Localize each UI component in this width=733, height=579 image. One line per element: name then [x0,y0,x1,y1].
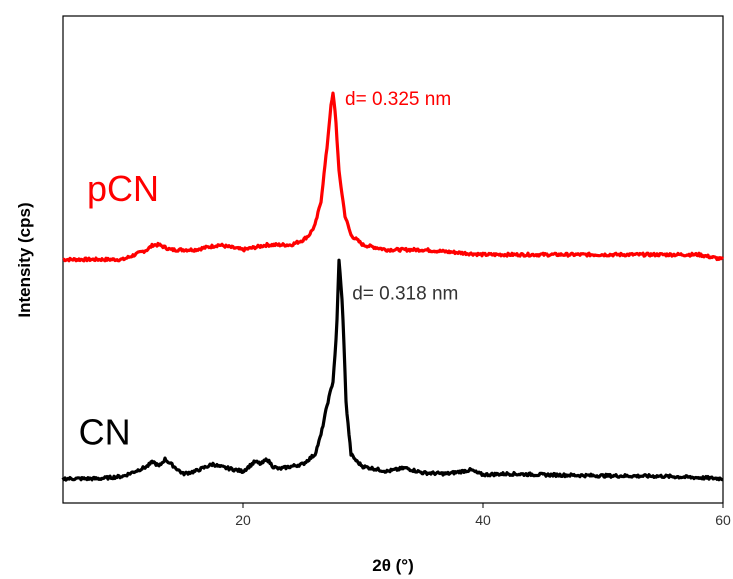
annotations: d= 0.325 nm d= 0.318 nm [345,89,458,305]
x-axis-title: 2θ (°) [372,556,414,575]
x-tick-label: 20 [235,512,251,528]
annotation-pCN: d= 0.325 nm [345,89,451,110]
series-line-pCN [62,91,725,263]
plot-area [62,15,724,504]
annotation-CN: d= 0.318 nm [352,284,458,305]
series-line-CN [61,258,724,482]
series-layer [61,91,725,482]
y-axis-title: Intensity (cps) [15,202,34,317]
x-tick-label: 60 [715,512,731,528]
x-tick-label: 40 [475,512,491,528]
series-labels: pCN CN [79,168,159,453]
series-label-pCN: pCN [87,168,159,209]
series-label-CN: CN [79,412,131,453]
x-ticks: 20 40 60 [235,503,731,528]
